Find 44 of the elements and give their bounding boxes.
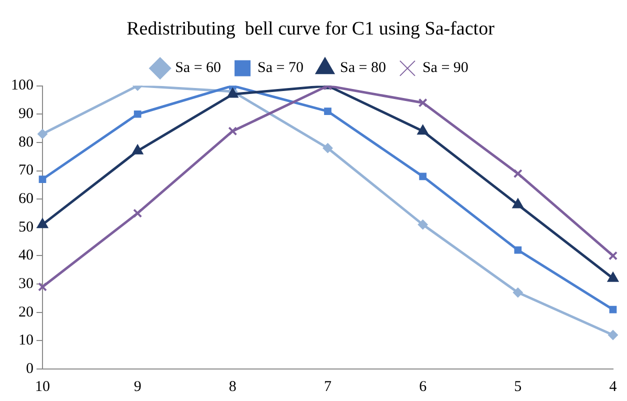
point bbox=[418, 220, 428, 230]
x-tick-label: 5 bbox=[514, 378, 522, 395]
y-tick-label: 70 bbox=[18, 162, 34, 179]
point bbox=[514, 246, 522, 254]
point bbox=[419, 172, 427, 180]
chart-title: Redistributing bell curve for C1 using Sa-factor bbox=[126, 18, 496, 40]
point bbox=[132, 144, 144, 154]
point bbox=[134, 110, 142, 118]
x-tick-label: 4 bbox=[609, 378, 618, 395]
y-tick-label: 30 bbox=[18, 276, 34, 292]
y-tick-label: 50 bbox=[18, 219, 34, 236]
point bbox=[228, 126, 238, 136]
point bbox=[608, 330, 618, 340]
point bbox=[512, 288, 523, 298]
legend-label: Sa = 70 bbox=[258, 60, 304, 76]
point bbox=[513, 169, 522, 178]
point bbox=[38, 282, 48, 292]
point bbox=[133, 208, 142, 218]
point bbox=[608, 251, 618, 260]
point bbox=[609, 306, 617, 314]
legend-label: Sa = 80 bbox=[340, 60, 386, 76]
y-tick-label: 10 bbox=[18, 332, 34, 349]
point bbox=[38, 176, 46, 183]
x-tick-label: 8 bbox=[228, 378, 236, 395]
point bbox=[417, 124, 429, 135]
x-tick-label: 10 bbox=[35, 378, 50, 395]
y-tick-label: 40 bbox=[18, 248, 34, 264]
point bbox=[38, 128, 48, 139]
legend-label: Sa = 60 bbox=[175, 60, 222, 76]
x-tick-label: 9 bbox=[134, 378, 142, 395]
y-tick-label: 80 bbox=[18, 134, 34, 150]
point bbox=[324, 108, 332, 115]
point bbox=[36, 218, 48, 228]
point bbox=[418, 98, 428, 108]
y-tick-label: 100 bbox=[11, 78, 34, 94]
x-tick-label: 6 bbox=[419, 378, 428, 395]
point bbox=[512, 198, 524, 208]
y-tick-label: 0 bbox=[26, 360, 34, 377]
y-tick-label: 60 bbox=[18, 191, 34, 208]
legend-label: Sa = 90 bbox=[422, 60, 468, 76]
x-tick-label: 7 bbox=[324, 378, 332, 395]
point bbox=[322, 143, 333, 154]
y-tick-label: 90 bbox=[18, 106, 34, 122]
y-tick-label: 20 bbox=[18, 304, 34, 320]
